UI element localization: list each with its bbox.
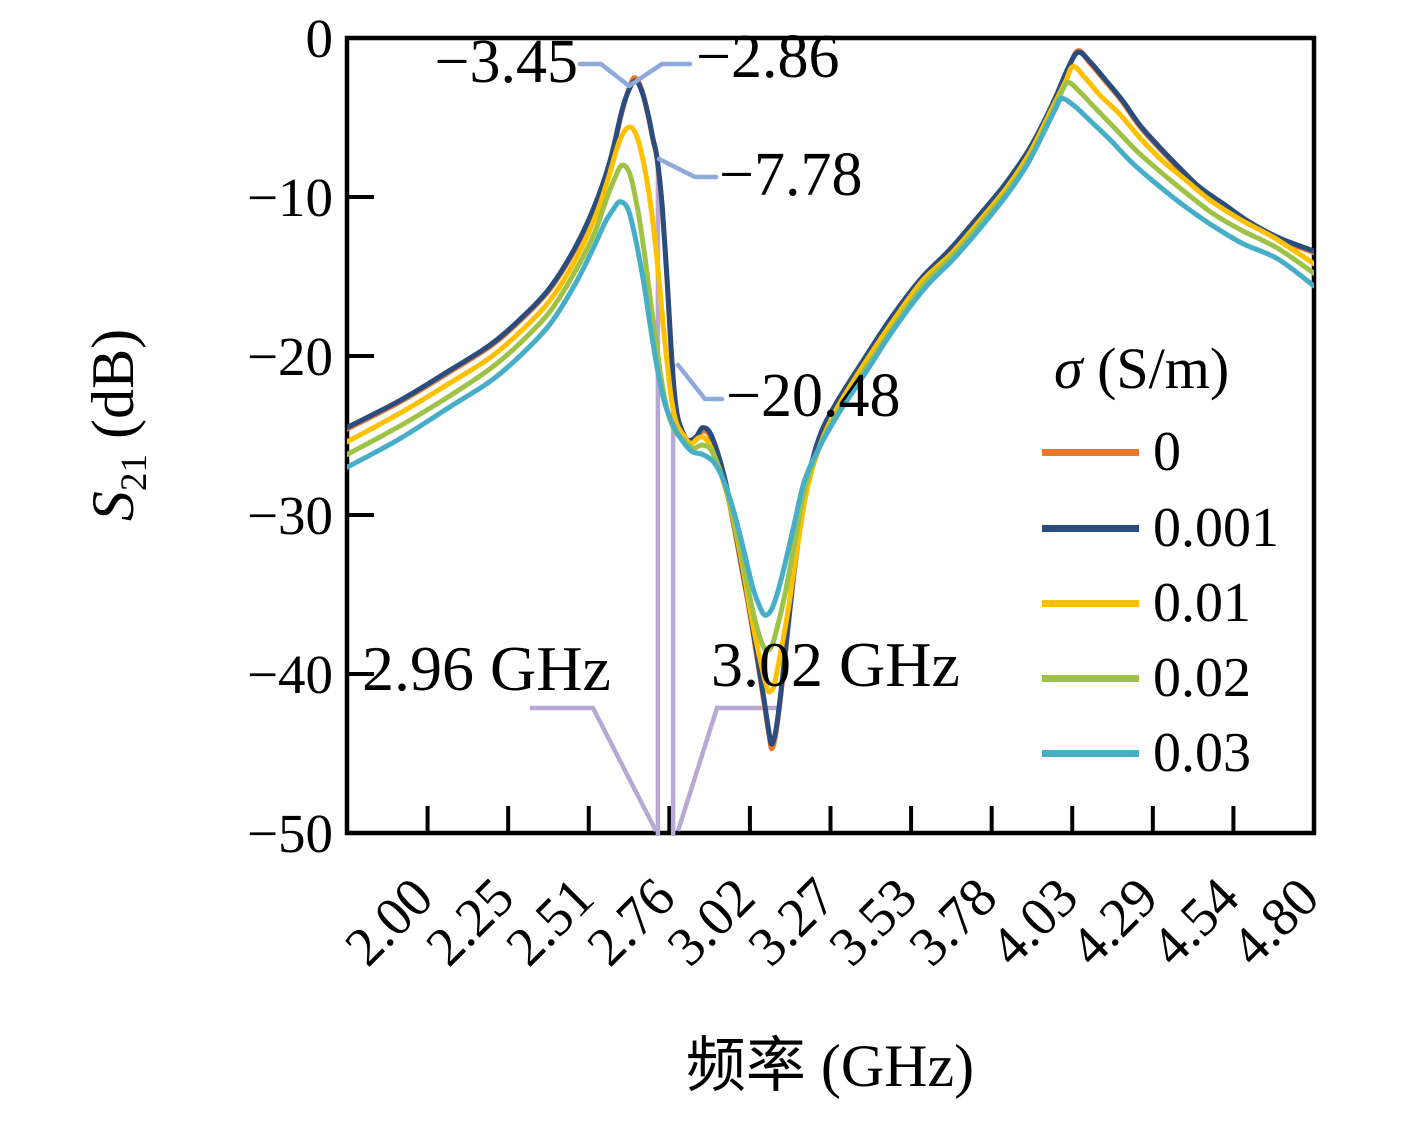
- annotation-peak-right: −2.86: [696, 23, 840, 91]
- legend-entry-sigma-0: 0: [1042, 415, 1181, 489]
- legend-line-swatch: [1042, 674, 1139, 682]
- legend-line-swatch: [1042, 524, 1139, 532]
- y-axis-subscript: 21: [113, 453, 155, 492]
- legend-line-swatch: [1042, 749, 1139, 757]
- legend-title-unit: (S/m): [1082, 336, 1230, 401]
- annotation-notch-value: −20.48: [726, 362, 901, 430]
- annotation-freq-right: 3.02 GHz: [711, 629, 960, 700]
- curve-sigma-0.03: [347, 95, 1314, 618]
- legend-line-swatch: [1042, 599, 1139, 607]
- legend-entry-sigma-0.001: 0.001: [1042, 491, 1279, 565]
- y-tick-label: −40: [246, 644, 333, 705]
- legend-label: 0: [1153, 421, 1181, 483]
- legend-label: 0.001: [1153, 497, 1279, 559]
- y-axis-unit: (dB): [79, 328, 146, 454]
- legend-entry-sigma-0.01: 0.01: [1042, 566, 1251, 640]
- annotation-peak-left: −3.45: [434, 28, 578, 96]
- legend-entry-sigma-0.02: 0.02: [1042, 641, 1251, 715]
- y-tick-label: −20: [246, 326, 333, 387]
- y-tick-label: −50: [246, 803, 333, 864]
- curve-sigma-0.02: [347, 80, 1314, 654]
- legend-title-sigma: σ: [1054, 336, 1083, 401]
- annotation-freq-left: 2.96 GHz: [362, 633, 611, 704]
- legend-label: 0.01: [1153, 572, 1251, 634]
- leader-7-78: [656, 156, 719, 180]
- legend-title: σ (S/m): [1054, 340, 1229, 398]
- freq-callout-right: [675, 705, 777, 832]
- legend-label: 0.03: [1153, 722, 1251, 784]
- y-axis-symbol: S: [79, 491, 146, 522]
- legend-label: 0.02: [1153, 647, 1251, 709]
- legend-entry-sigma-0.03: 0.03: [1042, 716, 1251, 790]
- y-tick-label: −30: [246, 485, 333, 546]
- annotation-slope-value: −7.78: [719, 141, 863, 209]
- y-tick-label: −10: [246, 167, 333, 228]
- freq-callout-left: [530, 705, 659, 833]
- y-tick-label: 0: [305, 8, 334, 69]
- legend: σ (S/m) 0 0.001 0.01 0.02 0.03: [1040, 0, 1410, 800]
- x-axis-title: 频率 (GHz): [685, 1033, 975, 1099]
- leader-peak-values: [577, 61, 693, 89]
- legend-line-swatch: [1042, 448, 1139, 456]
- curve-sigma-0.01: [347, 64, 1314, 695]
- leader-20-48: [675, 362, 725, 402]
